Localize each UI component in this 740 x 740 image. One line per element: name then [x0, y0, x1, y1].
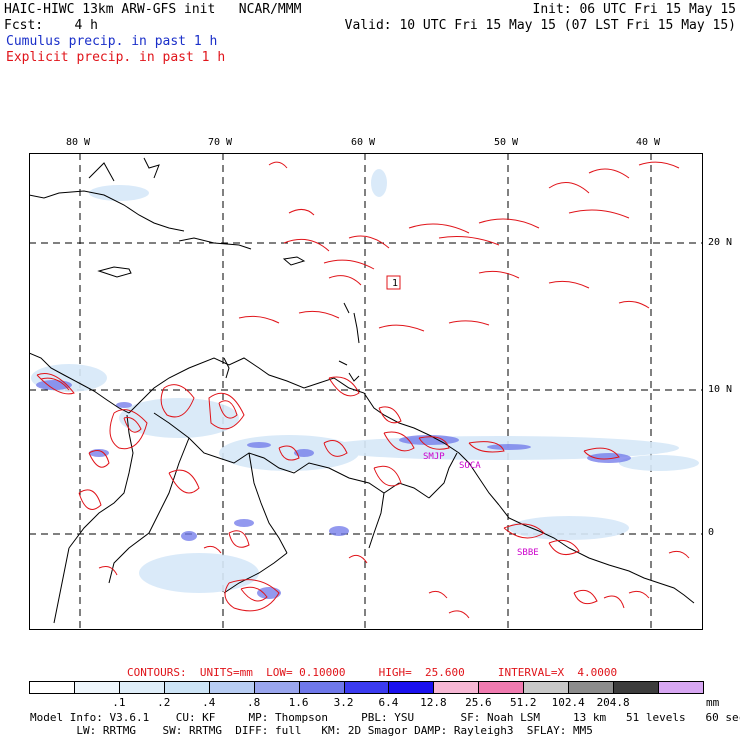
map-frame [29, 153, 703, 630]
colorbar-swatch [478, 681, 525, 694]
init-time: Init: 06 UTC Fri 15 May 15 [532, 2, 737, 17]
station-smjp: SMJP [423, 452, 445, 462]
legend-cumulus: Cumulus precip. in past 1 h [6, 34, 218, 49]
colorbar-label: 204.8 [596, 696, 630, 709]
colorbar-swatch [298, 681, 345, 694]
contour-info: CONTOURS: UNITS=mm LOW= 0.10000 HIGH= 25… [127, 666, 618, 679]
lon-label-70w: 70 W [208, 137, 233, 148]
colorbar-label: .2 [157, 696, 171, 709]
location-marker-label: 1 [392, 278, 399, 289]
colorbar-label: .4 [202, 696, 216, 709]
colorbar-swatch [343, 681, 390, 694]
lon-label-40w: 40 W [636, 137, 661, 148]
forecast-hour: Fcst: 4 h [4, 18, 98, 33]
lon-label-50w: 50 W [494, 137, 519, 148]
colorbar-swatch [658, 681, 704, 694]
lon-label-80w: 80 W [66, 137, 91, 148]
colorbar-swatch [163, 681, 210, 694]
legend-explicit: Explicit precip. in past 1 h [6, 50, 226, 65]
explicit-precip-contours [36, 161, 690, 619]
valid-time: Valid: 10 UTC Fri 15 May 15 (07 LST Fri … [344, 18, 736, 33]
colorbar-label: 25.6 [465, 696, 492, 709]
location-marker-box [386, 275, 401, 290]
colorbar-swatch [118, 681, 165, 694]
model-info-line1: Model Info: V3.6.1 CU: KF MP: Thompson P… [30, 711, 740, 724]
colorbar-swatch [613, 681, 660, 694]
cumulus-light-areas [31, 169, 699, 593]
colorbar-label: 102.4 [551, 696, 585, 709]
coastlines [29, 157, 695, 624]
lat-label-10n: 10 N [708, 384, 733, 395]
graticule [29, 153, 703, 630]
colorbar-swatch [73, 681, 120, 694]
station-soca: SOCA [459, 461, 481, 471]
colorbar-swatch [29, 681, 75, 694]
precip-map [29, 153, 703, 630]
colorbar-label: 3.2 [333, 696, 354, 709]
colorbar-unit: mm [706, 696, 720, 709]
colorbar-label: .1 [112, 696, 126, 709]
colorbar-label: 51.2 [510, 696, 537, 709]
colorbar-label: 12.8 [420, 696, 447, 709]
colorbar-swatch [388, 681, 435, 694]
colorbar-swatch [208, 681, 255, 694]
colorbar-label: 6.4 [378, 696, 399, 709]
colorbar-label: 1.6 [288, 696, 309, 709]
colorbar-swatch [523, 681, 570, 694]
map-title: HAIC-HIWC 13km ARW-GFS init NCAR/MMM [4, 2, 302, 17]
lon-label-60w: 60 W [351, 137, 376, 148]
model-info-line2: LW: RRTMG SW: RRTMG DIFF: full KM: 2D Sm… [30, 724, 593, 737]
station-sbbe: SBBE [517, 548, 539, 558]
colorbar-label: .8 [247, 696, 261, 709]
colorbar-swatch [568, 681, 615, 694]
colorbar-swatch [253, 681, 300, 694]
colorbar-swatch [433, 681, 480, 694]
lat-label-20n: 20 N [708, 237, 733, 248]
lat-label-0: 0 [708, 527, 715, 538]
